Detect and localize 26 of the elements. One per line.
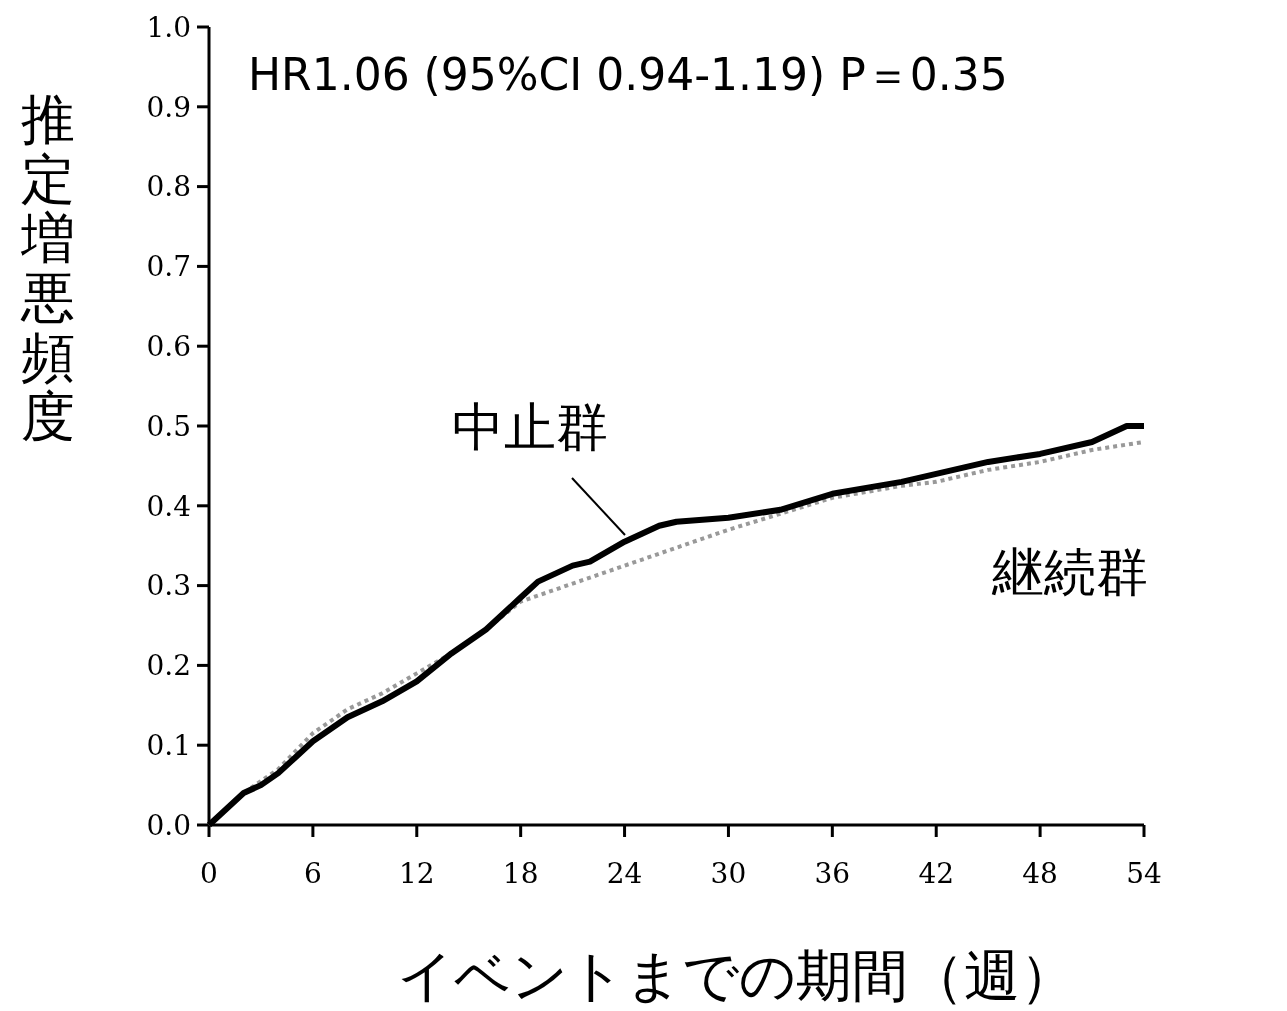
y-tick-label: 0.8 [146,170,191,204]
y-tick-label: 0.4 [146,489,191,523]
annotation: HR1.06 (95%CI 0.94-1.19) P＝0.35 [248,49,1008,100]
y-tick-label: 1.0 [146,10,191,44]
x-tick-label: 42 [918,857,955,890]
x-tick-label: 0 [200,857,218,890]
x-tick-label: 18 [502,857,539,890]
y-axis-title: 推定増悪頻度 [20,88,75,449]
x-tick-label: 24 [606,857,643,890]
y-tick-label: 0.7 [146,250,191,284]
y-tick-label: 0.0 [146,808,191,842]
x-tick-label: 36 [814,857,851,890]
y-tick-label: 0.3 [146,569,191,603]
x-axis-title: イベントまでの期間（週） [397,943,1076,1008]
y-tick-label: 0.2 [146,649,191,683]
y-tick-label: 0.5 [146,409,191,443]
series-label: 中止群 [452,397,608,457]
y-tick-label: 0.1 [146,729,191,762]
x-tick-label: 30 [710,857,747,890]
x-tick-label: 54 [1126,857,1162,890]
series-label: 継続群 [991,542,1148,602]
y-tick-label: 0.6 [146,330,191,363]
x-tick-label: 48 [1022,857,1058,890]
y-tick-label: 0.9 [146,90,191,124]
x-tick-label: 12 [398,857,435,890]
x-tick-label: 6 [303,857,322,890]
